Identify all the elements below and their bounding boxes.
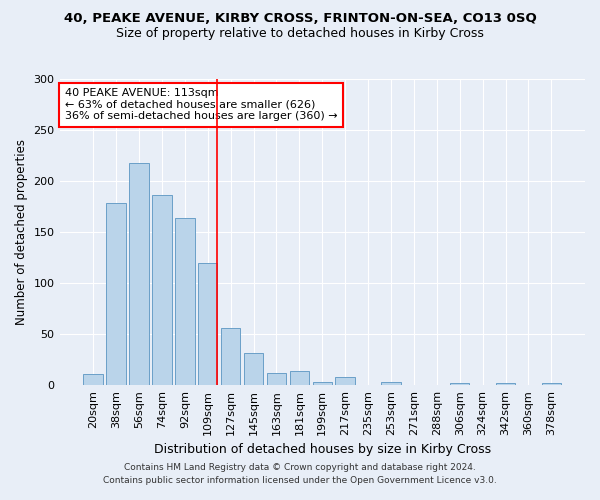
Bar bbox=[335, 377, 355, 385]
Bar bbox=[152, 196, 172, 385]
Bar bbox=[175, 218, 194, 385]
Text: 40 PEAKE AVENUE: 113sqm
← 63% of detached houses are smaller (626)
36% of semi-d: 40 PEAKE AVENUE: 113sqm ← 63% of detache… bbox=[65, 88, 337, 122]
Bar bbox=[221, 328, 241, 385]
Text: Contains HM Land Registry data © Crown copyright and database right 2024.: Contains HM Land Registry data © Crown c… bbox=[124, 464, 476, 472]
Text: Size of property relative to detached houses in Kirby Cross: Size of property relative to detached ho… bbox=[116, 28, 484, 40]
X-axis label: Distribution of detached houses by size in Kirby Cross: Distribution of detached houses by size … bbox=[154, 444, 491, 456]
Y-axis label: Number of detached properties: Number of detached properties bbox=[15, 139, 28, 325]
Bar bbox=[198, 262, 217, 385]
Bar bbox=[244, 354, 263, 385]
Bar bbox=[83, 374, 103, 385]
Bar bbox=[129, 162, 149, 385]
Bar bbox=[290, 370, 309, 385]
Bar bbox=[313, 382, 332, 385]
Text: 40, PEAKE AVENUE, KIRBY CROSS, FRINTON-ON-SEA, CO13 0SQ: 40, PEAKE AVENUE, KIRBY CROSS, FRINTON-O… bbox=[64, 12, 536, 26]
Bar bbox=[106, 204, 126, 385]
Bar bbox=[381, 382, 401, 385]
Bar bbox=[496, 383, 515, 385]
Bar bbox=[542, 383, 561, 385]
Text: Contains public sector information licensed under the Open Government Licence v3: Contains public sector information licen… bbox=[103, 476, 497, 485]
Bar bbox=[450, 383, 469, 385]
Bar bbox=[267, 373, 286, 385]
